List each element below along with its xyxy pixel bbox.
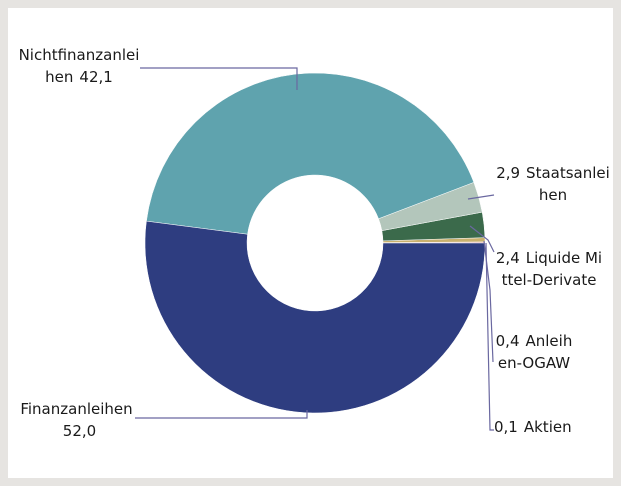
category-label: Finanzanleihen — [20, 400, 133, 418]
donut-slice — [378, 182, 483, 231]
slice-label: 2,4 Liquide Mittel-Derivate — [494, 247, 604, 291]
slice-label: Nichtfinanzanleihen 42,1 — [14, 44, 144, 88]
leader-lines — [135, 67, 495, 431]
category-label: Liquide Mittel-Derivate — [501, 249, 603, 289]
leader-line — [135, 410, 308, 419]
leader-line — [485, 242, 494, 431]
donut-slice — [144, 220, 486, 414]
category-label: Staatsanleihen — [526, 164, 610, 204]
slice-label: Finanzanleihen 52,0 — [14, 398, 139, 442]
slice-label: 0,1 Aktien — [494, 416, 604, 438]
value-label: 42,1 — [79, 68, 113, 86]
donut-slice — [381, 211, 486, 242]
donut-slice — [146, 72, 475, 235]
slice-label: 0,4 Anleihen-OGAW — [494, 330, 574, 374]
category-label: Anleihen-OGAW — [497, 332, 573, 372]
value-label: 0,4 — [495, 332, 520, 350]
leader-line — [469, 225, 495, 253]
category-label: Nichtfinanzanleihen — [18, 46, 140, 86]
leader-line — [467, 194, 495, 200]
slice-label: 2,9 Staatsanleihen — [494, 162, 612, 206]
value-label: 0,1 — [494, 418, 518, 436]
value-label: 2,4 — [495, 249, 520, 267]
value-label: 2,9 — [496, 164, 521, 182]
category-label: Aktien — [523, 418, 572, 436]
value-label: 52,0 — [62, 422, 97, 440]
leader-line — [140, 67, 298, 90]
